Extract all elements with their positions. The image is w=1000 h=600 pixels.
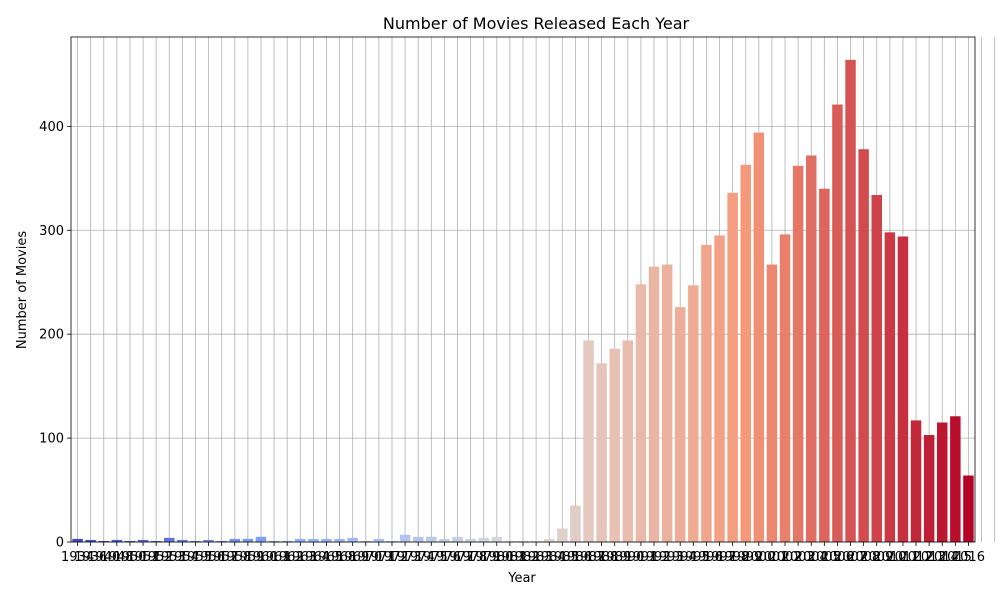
bar-1960	[256, 537, 266, 542]
bar-1991	[636, 284, 646, 542]
bar-1988	[596, 363, 606, 542]
bar-2015	[950, 416, 960, 542]
y-tick-label: 200	[39, 328, 64, 343]
bar-1980	[492, 537, 502, 542]
bar-2016	[963, 475, 973, 542]
bar-1958	[230, 539, 240, 542]
bar-2001	[767, 265, 777, 542]
bar-1990	[623, 340, 633, 542]
bar-2002	[780, 234, 790, 542]
y-tick-label: 300	[39, 224, 64, 239]
bar-1997	[714, 235, 724, 542]
bar-1999	[740, 165, 750, 542]
bar-1934	[72, 539, 82, 542]
bar-1998	[727, 193, 737, 542]
bar-1994	[675, 307, 685, 542]
bar-1985	[557, 528, 567, 542]
bar-2011	[898, 237, 908, 542]
bar-1963	[295, 539, 305, 542]
bar-1959	[243, 539, 253, 542]
bar-1964	[308, 539, 318, 542]
bar-1989	[609, 349, 619, 542]
bar-1975	[426, 537, 436, 542]
bar-2013	[924, 435, 934, 542]
bar-2008	[858, 149, 868, 542]
x-tick-label: 2016	[952, 550, 985, 565]
bar-1968	[334, 539, 344, 542]
bar-1996	[701, 245, 711, 542]
bar-1986	[570, 506, 580, 542]
bar-2000	[754, 133, 764, 542]
bar-1953	[164, 538, 174, 542]
bar-2009	[871, 195, 881, 542]
bar-1974	[413, 537, 423, 542]
bar-2005	[819, 189, 829, 542]
bar-1987	[583, 340, 593, 542]
bar-2007	[845, 60, 855, 542]
bar-2012	[911, 420, 921, 542]
bar-1995	[688, 285, 698, 542]
bar-2010	[885, 232, 895, 542]
bar-1993	[662, 265, 672, 542]
bar-1984	[544, 539, 554, 542]
chart-title: Number of Movies Released Each Year	[383, 14, 690, 33]
bar-1965	[321, 539, 331, 542]
bar-1992	[649, 267, 659, 542]
bar-1971	[374, 539, 384, 542]
bar-1973	[400, 535, 410, 542]
bar-1969	[347, 538, 357, 542]
bar-1976	[439, 539, 449, 542]
bar-2004	[806, 155, 816, 542]
bar-1978	[465, 539, 475, 542]
y-tick-label: 400	[39, 120, 64, 135]
x-axis-label: Year	[507, 571, 536, 586]
bar-2003	[793, 166, 803, 542]
y-tick-label: 100	[39, 432, 64, 447]
bar-1979	[478, 538, 488, 542]
y-axis-label: Number of Movies	[15, 231, 30, 349]
bar-2014	[937, 423, 947, 542]
y-tick-label: 0	[56, 536, 64, 551]
bar-1977	[452, 537, 462, 542]
bar-2006	[832, 105, 842, 542]
